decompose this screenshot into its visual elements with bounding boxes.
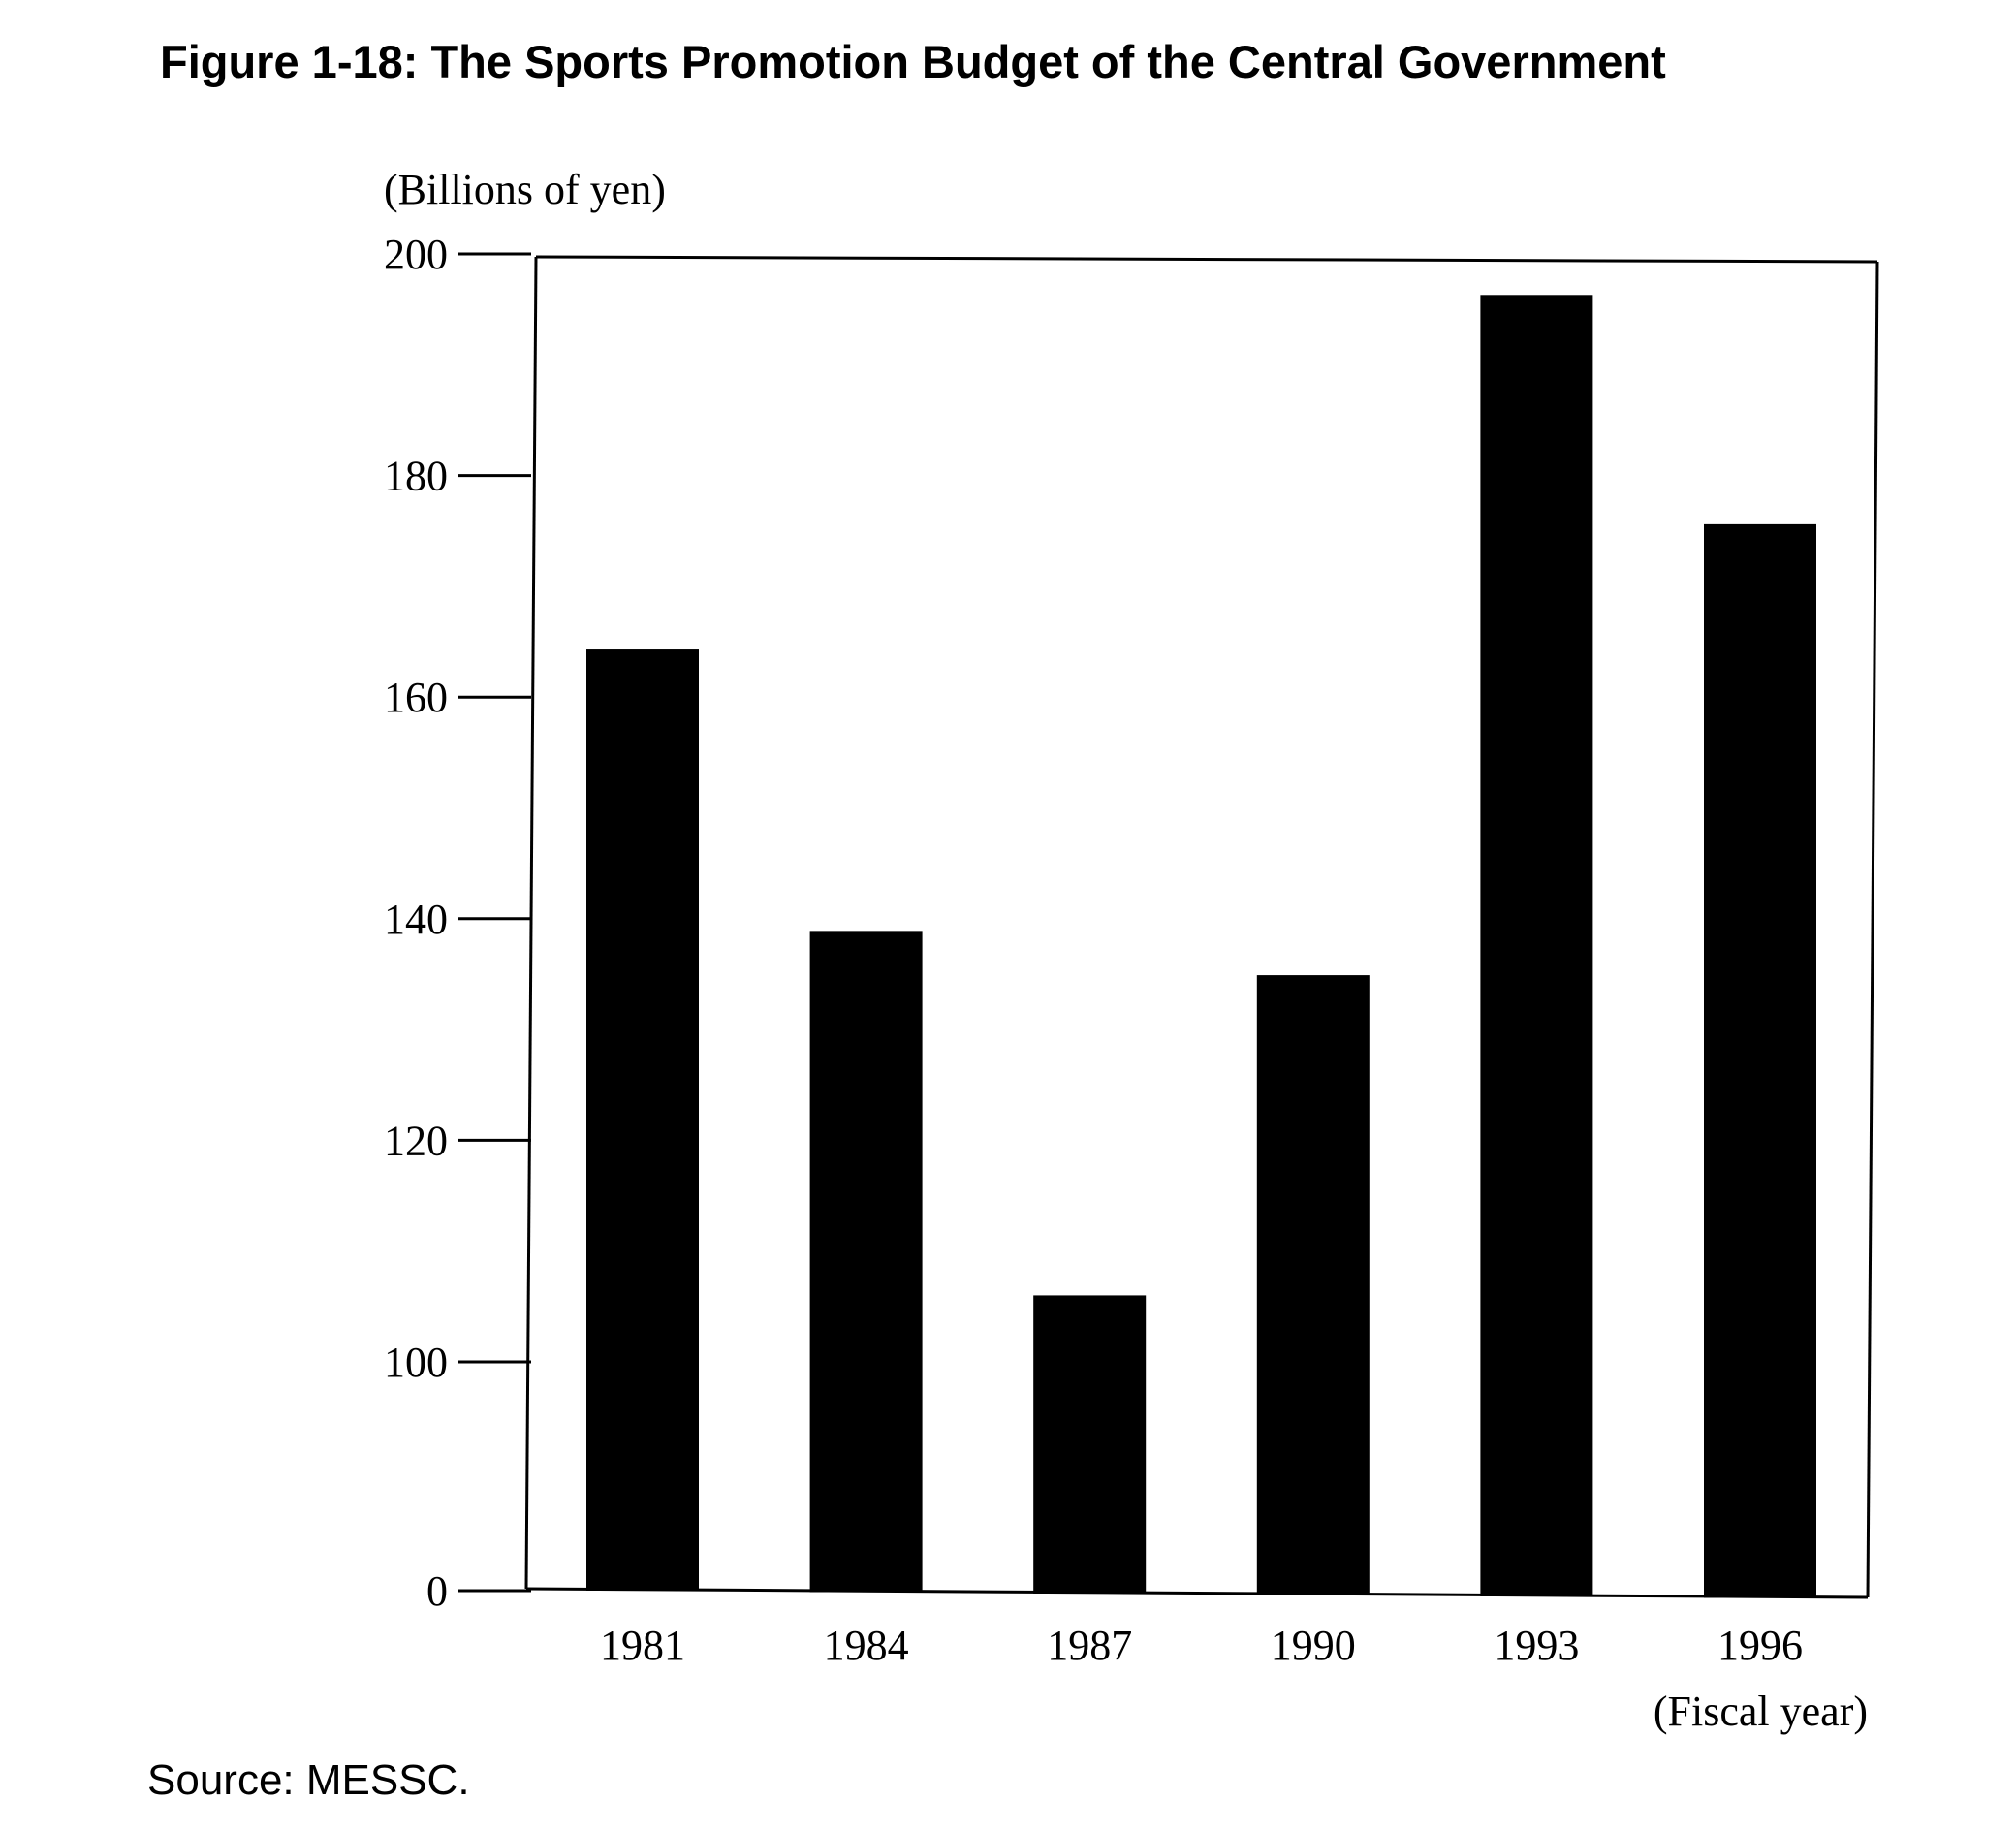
y-axis-line xyxy=(524,256,538,1590)
plot-area-top-border xyxy=(535,255,1878,264)
bar-1993 xyxy=(1480,295,1593,1596)
y-tick-label: 0 xyxy=(426,1567,448,1615)
y-tick-label: 140 xyxy=(384,896,448,943)
y-tick-label: 180 xyxy=(384,453,448,500)
y-tick-label: 200 xyxy=(384,231,448,278)
y-axis-label: (Billions of yen) xyxy=(384,166,666,213)
x-axis-line xyxy=(525,1587,1869,1599)
y-tick-label: 120 xyxy=(384,1117,448,1164)
x-tick-label-1996: 1996 xyxy=(1717,1622,1803,1669)
bar-1987 xyxy=(1033,1295,1147,1594)
plot-area-right-border xyxy=(1866,261,1879,1598)
source-note: Source: MESSC. xyxy=(147,1756,470,1804)
bar-1996 xyxy=(1704,523,1816,1598)
chart-frame xyxy=(524,255,1879,1599)
x-axis-tick-labels: 1981 1984 1987 1990 1993 1996 xyxy=(600,1622,1803,1669)
y-tick-label: 160 xyxy=(384,674,448,721)
bar-1990 xyxy=(1256,975,1370,1595)
y-axis-ticks: 0 100 120 140 160 180 200 xyxy=(384,231,531,1615)
x-tick-label-1993: 1993 xyxy=(1494,1622,1579,1669)
chart-title: Figure 1-18: The Sports Promotion Budget… xyxy=(160,36,1666,87)
x-tick-label-1981: 1981 xyxy=(600,1622,685,1669)
x-axis-label: (Fiscal year) xyxy=(1654,1688,1868,1735)
y-tick-label: 100 xyxy=(384,1339,448,1386)
bar-1981 xyxy=(586,649,699,1591)
bar-1984 xyxy=(809,931,923,1593)
x-tick-label-1990: 1990 xyxy=(1271,1622,1356,1669)
x-tick-label-1984: 1984 xyxy=(824,1622,909,1669)
bars xyxy=(586,295,1816,1598)
x-tick-label-1987: 1987 xyxy=(1047,1622,1132,1669)
